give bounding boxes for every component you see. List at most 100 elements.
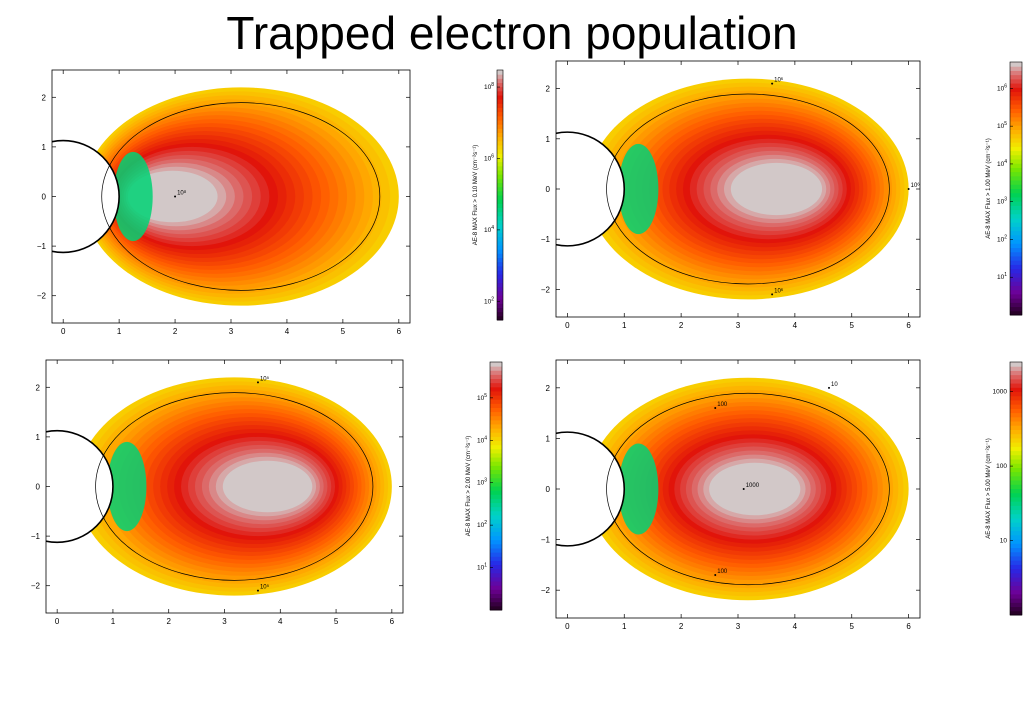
colorbar-step xyxy=(1010,213,1022,219)
colorbar-step xyxy=(1010,310,1022,316)
colorbar-step xyxy=(1010,492,1022,498)
colorbar-step xyxy=(1010,467,1022,473)
colorbar-step xyxy=(1010,163,1022,168)
colorbar-step xyxy=(490,465,502,470)
flux-field xyxy=(556,78,909,300)
colorbar-step xyxy=(490,399,502,404)
colorbar-step xyxy=(497,253,503,258)
colorbar-step xyxy=(490,440,502,446)
colorbar-step xyxy=(497,215,503,221)
colorbar-step xyxy=(497,261,503,267)
colorbar-step xyxy=(490,457,502,462)
colorbar-tick-exponent: 2 xyxy=(491,296,494,302)
colorbar-step xyxy=(1010,112,1022,118)
contour-label: 10⁵ xyxy=(260,584,270,591)
colorbar-step xyxy=(1010,264,1022,270)
colorbar-step xyxy=(490,589,502,594)
y-tick-label: 0 xyxy=(546,185,551,194)
colorbar-step xyxy=(490,424,502,429)
flux-field xyxy=(556,377,909,601)
colorbar-step xyxy=(497,295,503,300)
x-tick-label: 2 xyxy=(679,622,684,631)
colorbar-tick-label: 101 xyxy=(997,272,1007,281)
y-tick-label: 0 xyxy=(42,193,47,202)
colorbar-step xyxy=(497,220,503,225)
x-tick-label: 6 xyxy=(906,622,911,631)
colorbar-label: AE-8 MAX Flux > 2.00 MeV (cm⁻²s⁻¹) xyxy=(466,436,472,537)
colorbar-step xyxy=(490,568,502,574)
colorbar-tick-exponent: 1 xyxy=(484,563,487,569)
colorbar-step xyxy=(490,535,502,541)
colorbar-step xyxy=(490,490,502,495)
contour-label: 10⁵ xyxy=(260,375,270,382)
x-tick-label: 1 xyxy=(117,327,122,336)
colorbar-step xyxy=(1010,442,1022,447)
colorbar-step xyxy=(497,170,503,175)
colorbar-tick-exponent: 6 xyxy=(491,153,494,159)
colorbar-step xyxy=(1010,496,1022,502)
contour-point xyxy=(828,386,830,389)
colorbar-step xyxy=(1010,281,1022,286)
colorbar-step xyxy=(1010,598,1022,603)
colorbar-tick-label: 106 xyxy=(484,153,494,162)
colorbar-tick-exponent: 1 xyxy=(1004,272,1007,278)
colorbar-step xyxy=(490,498,502,504)
colorbar-step xyxy=(1010,251,1022,257)
x-tick-label: 0 xyxy=(565,321,570,330)
colorbar-label: AE-8 MAX Flux > 0.10 MeV (cm⁻²s⁻¹) xyxy=(473,145,479,246)
colorbar-step xyxy=(497,270,503,275)
colorbar-step xyxy=(1010,534,1022,540)
colorbar-step xyxy=(490,362,502,367)
colorbar-label: AE-8 MAX Flux > 5.00 MeV (cm⁻²s⁻¹) xyxy=(986,438,992,539)
colorbar-step xyxy=(497,99,503,104)
colorbar-step xyxy=(497,224,503,229)
y-tick-label: 1 xyxy=(42,143,47,152)
colorbar-step xyxy=(497,70,503,75)
colorbar-tick-label: 102 xyxy=(997,234,1007,243)
colorbar-step xyxy=(1010,87,1022,93)
colorbar-step xyxy=(1010,513,1022,519)
contour-label: 10⁶ xyxy=(774,77,784,84)
colorbar-step xyxy=(1010,539,1022,544)
colorbar-step xyxy=(1010,429,1022,435)
colorbar-step xyxy=(1010,488,1022,494)
x-tick-label: 0 xyxy=(61,327,66,336)
x-tick-label: 2 xyxy=(166,617,171,626)
colorbar-step xyxy=(1010,184,1022,189)
colorbar-step xyxy=(490,378,502,384)
y-tick-label: 2 xyxy=(36,383,41,392)
colorbar-step xyxy=(1010,125,1022,130)
contour-label: 100 xyxy=(717,569,728,575)
colorbar-step xyxy=(490,386,502,392)
colorbar-step xyxy=(1010,560,1022,565)
colorbar-frame xyxy=(1009,61,1023,316)
y-tick-label: 1 xyxy=(546,434,551,443)
colorbar-step xyxy=(497,161,503,167)
colorbar-step xyxy=(1010,370,1022,376)
colorbar-step xyxy=(490,473,502,479)
y-tick-label: 2 xyxy=(546,384,551,393)
colorbar-step xyxy=(497,128,503,133)
colorbar-step xyxy=(497,195,503,200)
y-tick-label: 2 xyxy=(546,85,551,94)
earth-disk xyxy=(46,429,114,544)
colorbar-tick-exponent: 4 xyxy=(491,225,494,231)
colorbar: 101 102 103 104 105 106 AE-8 MAX Flux > 1.00 M… xyxy=(986,61,1023,316)
colorbar-step xyxy=(1010,108,1022,114)
colorbar-step xyxy=(1010,446,1022,452)
colorbar-step xyxy=(497,115,503,121)
colorbar-step xyxy=(1010,306,1022,312)
colorbar-step xyxy=(497,278,503,283)
y-tick-label: −2 xyxy=(541,586,551,595)
colorbar-step xyxy=(1010,234,1022,240)
colorbar-step xyxy=(1010,463,1022,468)
x-tick-label: 4 xyxy=(793,622,798,631)
colorbar-tick-exponent: 4 xyxy=(484,435,487,441)
colorbar-step xyxy=(1010,610,1022,616)
colorbar-step xyxy=(1010,509,1022,515)
colorbar-step xyxy=(1010,501,1022,506)
colorbar-tick-label: 101 xyxy=(477,563,487,572)
contour-line xyxy=(606,93,890,285)
